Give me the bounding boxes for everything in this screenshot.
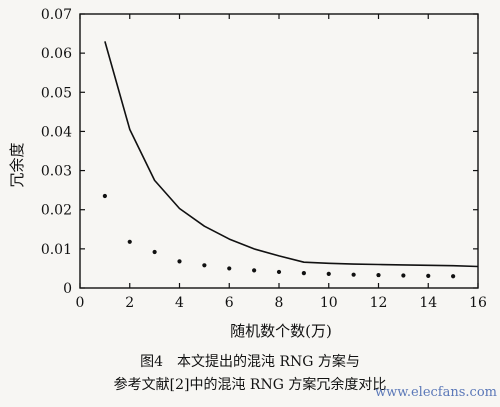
dot-point	[252, 268, 256, 272]
x-tick-label: 14	[419, 295, 437, 311]
dot-point	[103, 194, 107, 198]
caption-line-2: 参考文献[2]中的混沌 RNG 方案冗余度对比	[114, 376, 387, 393]
dot-point	[202, 263, 206, 267]
x-tick-label: 10	[320, 295, 338, 311]
x-tick-label: 6	[225, 295, 234, 311]
dot-point	[227, 266, 231, 270]
dot-point	[302, 271, 306, 275]
y-tick-label: 0.06	[41, 46, 72, 62]
series-line-proposed	[105, 41, 478, 266]
dot-point	[128, 240, 132, 244]
y-tick-label: 0.02	[41, 203, 72, 219]
dot-point	[401, 273, 405, 277]
x-axis-label: 随机数个数(万)	[230, 322, 332, 340]
dot-point	[177, 259, 181, 263]
dot-point	[327, 272, 331, 276]
plot-area: 0 2 4 6 8 10 12 14 16 0 0.01 0.02 0.03 0.04 0.05 0.06 0.…	[41, 7, 487, 311]
y-tick-label: 0	[63, 281, 72, 297]
dot-point	[426, 274, 430, 278]
y-tick-label: 0.07	[41, 7, 72, 23]
x-tick-label: 0	[76, 295, 85, 311]
y-tick-label: 0.04	[41, 124, 72, 140]
watermark: www.elecfans.com	[375, 385, 497, 400]
x-tick-label: 12	[370, 295, 388, 311]
x-tick-label: 4	[175, 295, 184, 311]
dot-point	[352, 273, 356, 277]
y-tick-label: 0.05	[41, 85, 72, 101]
x-tick-label: 2	[125, 295, 134, 311]
y-tick-label: 0.03	[41, 164, 72, 180]
dot-point	[153, 250, 157, 254]
x-tick-label: 8	[275, 295, 284, 311]
dot-point	[277, 270, 281, 274]
dot-point	[451, 274, 455, 278]
y-axis-label: 冗余度	[8, 142, 26, 187]
caption-line-1: 图4 本文提出的混沌 RNG 方案与	[140, 353, 360, 370]
dot-point	[376, 273, 380, 277]
x-tick-label: 16	[469, 295, 487, 311]
y-tick-label: 0.01	[41, 242, 72, 258]
